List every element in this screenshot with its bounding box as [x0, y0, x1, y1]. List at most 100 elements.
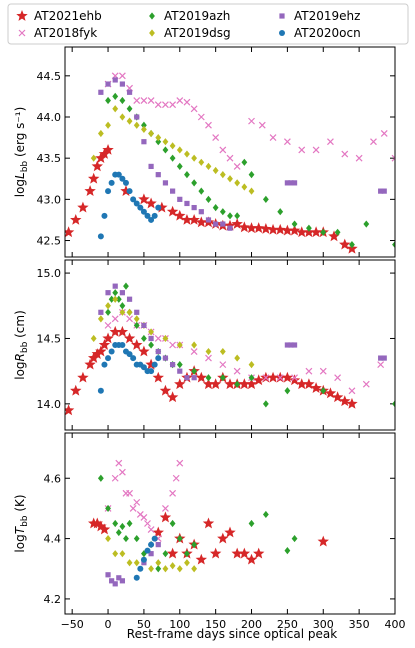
data-point: [162, 101, 169, 109]
data-point: [123, 534, 129, 543]
legend-marker: [149, 12, 155, 20]
data-point: [276, 374, 284, 382]
data-point: [97, 315, 104, 323]
data-point: [269, 134, 277, 142]
x-tick-label: 400: [385, 618, 406, 631]
data-point: [245, 378, 258, 390]
legend-marker: [279, 13, 285, 19]
data-point: [184, 550, 190, 558]
data-point: [156, 201, 168, 213]
data-point: [119, 290, 125, 296]
data-point: [277, 208, 284, 216]
data-point: [134, 114, 140, 120]
data-point: [291, 534, 298, 543]
data-point: [115, 528, 122, 537]
data-layer: [87, 459, 329, 587]
data-point: [252, 547, 265, 559]
data-point: [205, 121, 212, 129]
series-AT2020ocn: [97, 171, 162, 240]
x-tick-label: 250: [277, 618, 298, 631]
data-point: [155, 138, 162, 146]
data-point: [176, 162, 183, 171]
y-axis-label: logLbb (erg s⁻¹): [13, 107, 30, 198]
data-point: [98, 148, 111, 159]
data-point: [176, 97, 184, 104]
data-point: [112, 77, 118, 83]
data-point: [219, 374, 226, 382]
series-AT2019ehz: [105, 542, 161, 587]
data-point: [155, 204, 162, 211]
data-point: [191, 179, 198, 187]
data-point: [260, 223, 272, 234]
data-point: [212, 134, 220, 142]
data-point: [141, 125, 147, 133]
data-point: [296, 226, 308, 238]
data-point: [310, 226, 322, 238]
data-point: [169, 101, 177, 109]
data-point: [177, 368, 183, 374]
data-point: [363, 220, 370, 228]
data-point: [151, 361, 158, 368]
data-point: [151, 535, 158, 542]
data-point: [281, 371, 294, 383]
data-point: [162, 146, 169, 154]
series-AT2019ehz: [98, 283, 387, 381]
data-point: [162, 550, 169, 558]
y-tick-label: 44.0: [37, 111, 62, 124]
data-point: [176, 534, 183, 543]
data-point: [109, 325, 121, 337]
data-point: [119, 550, 126, 558]
data-point: [119, 308, 126, 316]
data-point: [97, 129, 104, 138]
data-point: [233, 367, 241, 375]
data-point: [119, 578, 125, 584]
data-point: [133, 574, 140, 581]
data-point: [77, 371, 89, 383]
data-point: [140, 364, 147, 371]
data-point: [310, 382, 322, 394]
data-point: [169, 489, 177, 497]
data-point: [141, 322, 147, 328]
data-point: [184, 559, 190, 567]
data-point: [119, 81, 125, 87]
data-point: [105, 96, 111, 105]
data-point: [319, 367, 327, 375]
data-point: [148, 163, 154, 170]
data-point: [115, 459, 123, 467]
data-point: [151, 212, 158, 219]
data-point: [123, 332, 136, 344]
data-point: [205, 195, 212, 203]
data-point: [105, 290, 111, 296]
data-point: [191, 375, 197, 381]
data-point: [138, 345, 150, 357]
data-point: [227, 212, 233, 220]
data-point: [133, 534, 140, 543]
data-point: [190, 105, 198, 113]
data-point: [119, 342, 126, 348]
data-point: [140, 556, 147, 563]
y-tick-label: 42.5: [37, 235, 62, 248]
legend: AT2021ehb AT2019azh AT2019ehz AT2018fyk AT20…: [7, 3, 409, 45]
data-point: [162, 180, 169, 186]
data-point: [252, 222, 265, 234]
data-point: [101, 361, 108, 368]
data-point: [144, 212, 151, 219]
data-layer: [65, 72, 395, 254]
x-tick-label: 350: [349, 618, 370, 631]
data-point: [116, 325, 129, 337]
data-point: [392, 400, 395, 408]
data-point: [291, 220, 298, 228]
data-point: [212, 166, 219, 175]
data-point: [148, 129, 154, 138]
x-axis-label: Rest-frame days since optical peak: [127, 627, 337, 641]
data-point: [144, 547, 151, 554]
data-point: [134, 309, 140, 315]
data-point: [248, 171, 255, 179]
data-point: [166, 547, 179, 559]
data-point: [102, 332, 114, 344]
data-point: [101, 212, 108, 219]
data-point: [219, 361, 227, 369]
data-point: [281, 224, 294, 236]
data-point: [327, 138, 334, 146]
